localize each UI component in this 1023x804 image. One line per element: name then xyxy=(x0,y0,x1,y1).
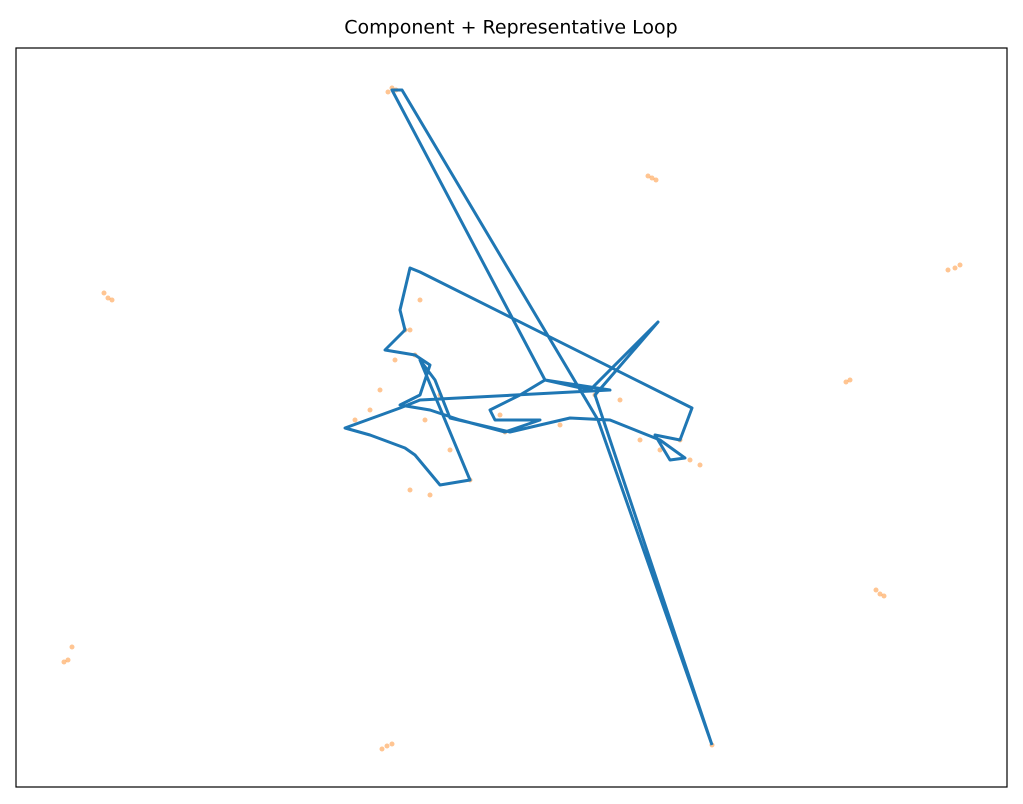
scatter-point xyxy=(407,487,413,493)
plot-area xyxy=(61,85,963,752)
scatter-point xyxy=(105,295,111,301)
scatter-point xyxy=(407,327,413,333)
chart-title: Component + Representative Loop xyxy=(344,17,677,39)
scatter-point xyxy=(637,437,643,443)
axes-frame xyxy=(15,47,1008,788)
scatter-point xyxy=(557,422,563,428)
scatter-point xyxy=(881,593,887,599)
scatter-point xyxy=(653,177,659,183)
scatter-point xyxy=(422,417,428,423)
scatter-point xyxy=(645,173,651,179)
scatter-point xyxy=(952,265,958,271)
scatter-point xyxy=(392,357,398,363)
scatter-point xyxy=(687,457,693,463)
scatter-point xyxy=(843,379,849,385)
scatter-point xyxy=(101,290,107,296)
scatter-point xyxy=(379,746,385,752)
scatter-point xyxy=(617,397,623,403)
scatter-point xyxy=(847,377,853,383)
scatter-point xyxy=(417,297,423,303)
scatter-point xyxy=(389,741,395,747)
scatter-point xyxy=(377,387,383,393)
scatter-point xyxy=(957,262,963,268)
scatter-point xyxy=(649,175,655,181)
scatter-point xyxy=(657,447,663,453)
scatter-point xyxy=(109,297,115,303)
scatter-point xyxy=(497,412,503,418)
scatter-point xyxy=(69,644,75,650)
scatter-point xyxy=(384,743,390,749)
scatter-point xyxy=(385,89,391,95)
scatter-point xyxy=(367,407,373,413)
scatter-point xyxy=(352,417,358,423)
scatter-point xyxy=(61,659,67,665)
scatter-point xyxy=(447,447,453,453)
scatter-point xyxy=(877,591,883,597)
loop-line xyxy=(343,88,714,746)
scatter-point xyxy=(945,267,951,273)
scatter-point xyxy=(65,657,71,663)
scatter-point xyxy=(873,587,879,593)
scatter-point xyxy=(697,462,703,468)
scatter-point xyxy=(427,492,433,498)
